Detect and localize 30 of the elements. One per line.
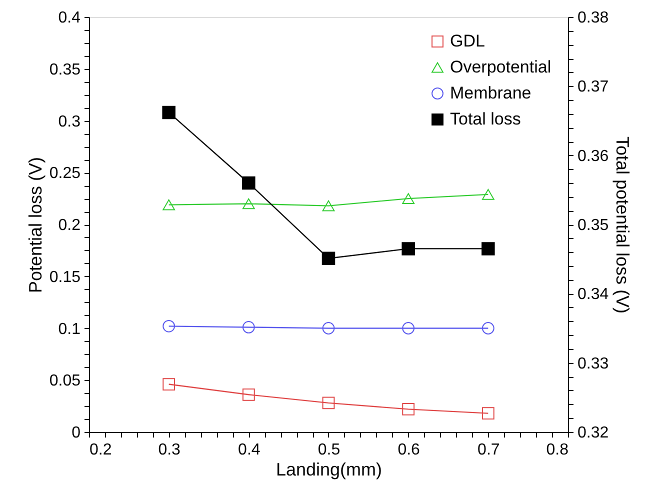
x-tick-label: 0.4 [238, 442, 260, 458]
y-tick-label: 0.25 [49, 165, 81, 182]
x-tick-label: 0.2 [90, 442, 112, 458]
y2-tick-label: 0.36 [578, 148, 609, 165]
y-tick-label: 0.4 [58, 10, 81, 26]
y2-tick-label: 0.34 [578, 286, 609, 304]
legend-label: Total loss [450, 110, 521, 128]
y-tick-label: 0 [72, 424, 81, 442]
y2-axis-title: Total potential loss (V) [612, 136, 633, 314]
y2-tick-label: 0.33 [578, 355, 609, 372]
y-tick-label: 0.1 [58, 320, 81, 338]
legend-label: Overpotential [450, 58, 552, 76]
x-tick-label: 0.6 [398, 442, 420, 458]
y-tick-label: 0.35 [49, 61, 81, 78]
x-axis-title: Landing(mm) [276, 460, 382, 480]
legend-label: Membrane [450, 84, 532, 102]
legend-label: GDL [450, 32, 485, 50]
y-axis-title: Potential loss (V) [25, 156, 46, 294]
x-tick-label: 0.5 [318, 442, 340, 458]
y2-tick-label: 0.32 [578, 424, 609, 442]
y2-tick-label: 0.37 [578, 78, 609, 96]
y-tick-label: 0.2 [58, 217, 81, 234]
x-tick-label: 0.8 [546, 442, 569, 458]
x-tick-label: 0.7 [478, 442, 500, 458]
y-tick-label: 0.15 [49, 268, 81, 286]
y-tick-label: 0.3 [58, 113, 81, 130]
y-tick-label: 0.05 [49, 372, 81, 390]
x-tick-label: 0.3 [158, 442, 181, 458]
y2-tick-label: 0.38 [578, 10, 609, 26]
y2-tick-label: 0.35 [578, 217, 609, 234]
